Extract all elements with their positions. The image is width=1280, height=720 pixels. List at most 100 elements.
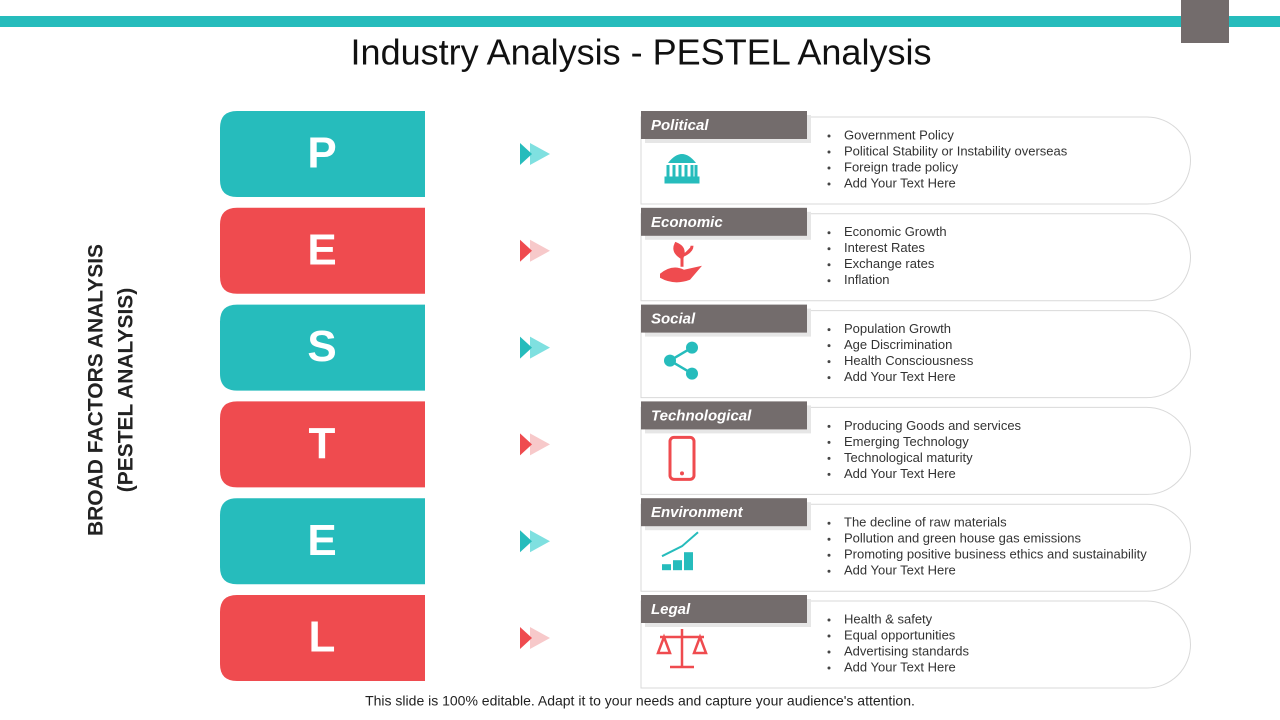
icon [673,560,682,571]
bullet-text: Promoting positive business ethics and s… [844,547,1147,562]
icon [664,165,700,184]
bullet-text: Inflation [844,272,890,287]
icon [680,471,684,476]
icon [668,154,696,163]
category-tab [641,111,807,139]
bullet-dot [827,634,831,638]
bullet-text: Interest Rates [844,240,925,255]
title: Industry Analysis - PESTEL Analysis [351,32,932,73]
bullet-dot [827,166,831,170]
bullet-dot [827,569,831,573]
arrow [530,239,550,262]
bullet-dot [827,666,831,670]
icon [668,435,696,481]
letter: L [309,613,336,662]
arrow [530,143,550,165]
bullet-dot [827,521,831,525]
bullet-text: Advertising standards [844,643,970,658]
letter-block [220,595,425,681]
letter: E [307,225,336,274]
bullet-dot [827,472,831,476]
category-tab [641,207,807,236]
letter-block [220,498,425,585]
letter: T [309,419,336,468]
category: Economic [651,214,723,231]
bullet-text: Add Your Text Here [844,659,956,674]
bullet-dot [827,440,831,444]
category-tab [641,498,807,527]
bullet-text: Health & safety [844,611,933,626]
bullet-text: Add Your Text Here [844,563,956,578]
bullet-dot [827,376,831,380]
bullet-dot [827,247,831,251]
letter: E [307,516,336,565]
bullet-dot [827,231,831,235]
icon [661,531,699,558]
bullet-dot [827,424,831,428]
bullet-text: Health Consciousness [844,353,974,368]
arrow [520,143,532,165]
icon [686,341,698,354]
letter: P [307,129,336,178]
pestel-row: E Environment The decline of raw materials… [220,498,1191,592]
bullet-dot [827,537,831,541]
bullet-text: Equal opportunities [844,627,956,642]
icon [662,564,671,571]
bullet-dot [827,344,831,348]
bullet-dot [827,553,831,557]
arrow [530,530,550,553]
bullet-dot [827,618,831,622]
category: Political [651,117,709,134]
icon [660,265,702,283]
letter: S [307,322,336,371]
bullet-text: Government Policy [844,127,954,142]
side-label-line: BROAD FACTORS ANALYSIS [85,244,108,536]
bullet-dot [827,456,831,460]
bullet-dot [827,328,831,332]
bullet-text: Emerging Technology [844,434,969,449]
icon [686,367,698,380]
arrow [530,627,550,649]
category-tab [641,401,807,430]
icon [656,629,708,669]
bullet-dot [827,650,831,654]
letter-block [220,207,425,294]
bullet-dot [827,182,831,186]
category: Environment [651,504,744,521]
category-tab [641,595,807,623]
bullet-dot [827,150,831,154]
arrow [520,530,532,553]
bullet-text: Add Your Text Here [844,466,956,481]
bullet-text: Pollution and green house gas emissions [844,531,1082,546]
icon [664,354,676,367]
bullet-dot [827,279,831,283]
arrow [530,433,550,456]
letter-block [220,401,425,488]
category: Social [651,311,696,328]
bullet-text: Economic Growth [844,224,947,239]
category-tab [641,304,807,333]
letter-block [220,111,425,197]
bullet-text: Political Stability or Instability overs… [844,143,1068,158]
bullet-dot [827,263,831,267]
arrow [520,239,532,262]
bullet-text: Foreign trade policy [844,159,959,174]
arrow [520,336,532,359]
corner-block [1181,0,1229,43]
category: Legal [651,601,691,618]
arrow [520,627,532,649]
icon [673,241,694,267]
bullet-text: Add Your Text Here [844,369,956,384]
bullet-dot [827,360,831,364]
arrow [520,433,532,456]
bullet-text: Population Growth [844,321,951,336]
bullet-text: Add Your Text Here [844,175,956,190]
bullet-text: Technological maturity [844,450,973,465]
category: Technological [651,407,752,424]
bullet-text: Age Discrimination [844,337,952,352]
